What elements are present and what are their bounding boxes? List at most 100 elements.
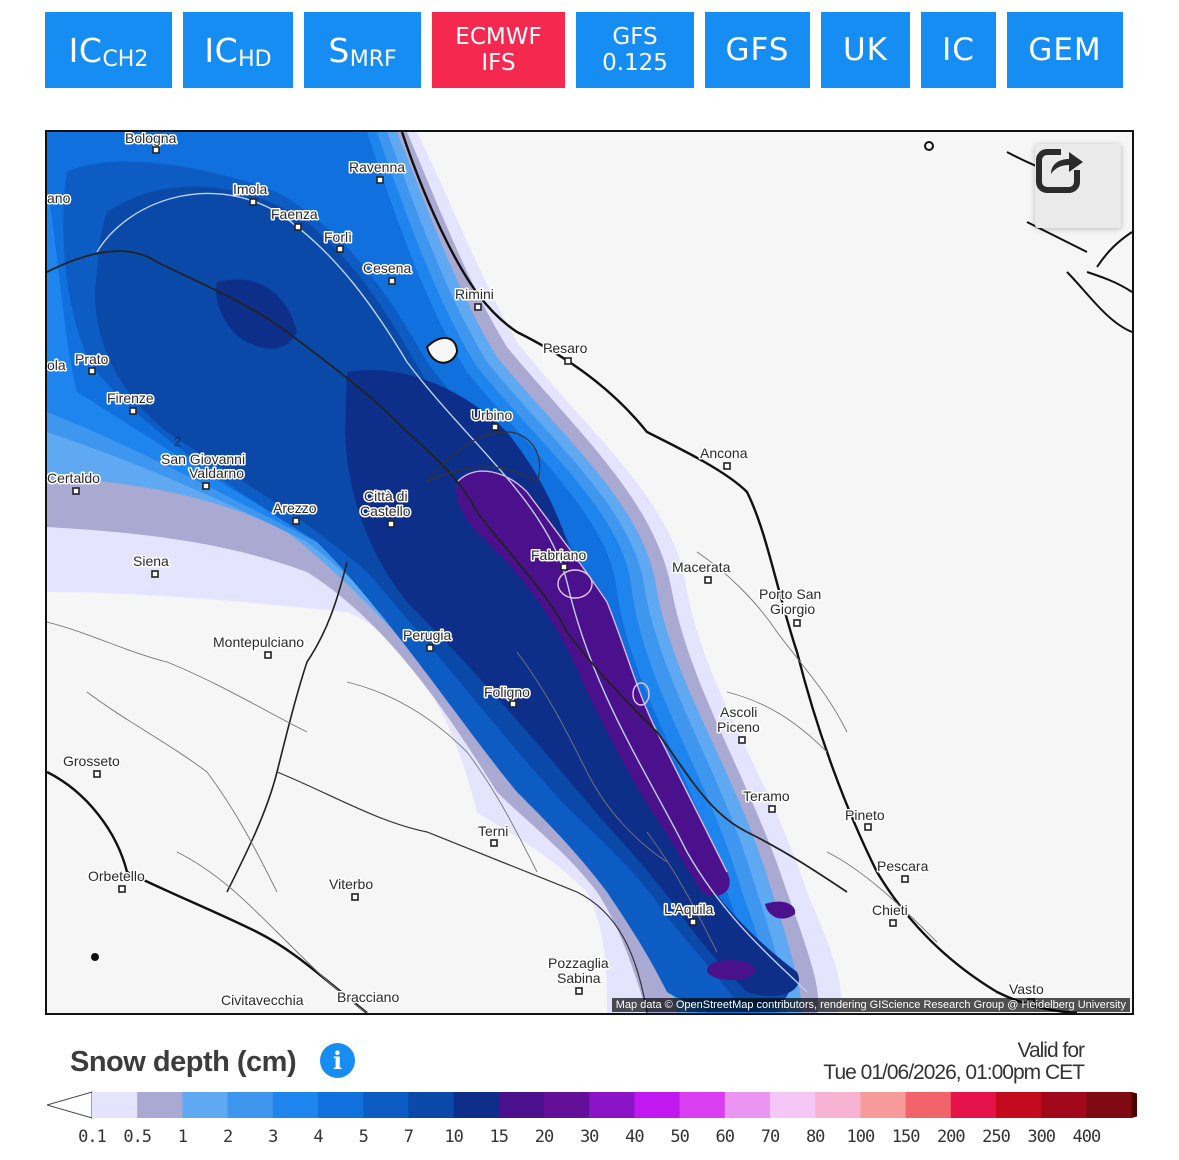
city-name: L'Aquila bbox=[664, 901, 714, 917]
scale-tick-label: 0.5 bbox=[123, 1127, 152, 1147]
city-name: Bologna bbox=[125, 132, 177, 146]
city-faenza: Faenza bbox=[270, 205, 319, 231]
city-name: Orbetello bbox=[88, 868, 145, 884]
city-viterbo: Viterbo bbox=[328, 875, 375, 901]
valid-time: Valid for Tue 01/06/2026, 01:00pm CET bbox=[823, 1039, 1085, 1084]
tab-sublabel: MRF bbox=[349, 46, 397, 72]
snow-10 bbox=[216, 279, 799, 996]
scale-tick-label: 4 bbox=[313, 1127, 323, 1147]
city-certaldo: Certaldo bbox=[47, 469, 102, 495]
tab-ic-hd[interactable]: IC HD bbox=[183, 12, 293, 88]
scale-swatch bbox=[137, 1092, 183, 1118]
city-pineto: Pineto bbox=[844, 806, 886, 831]
tab-label-line2: IFS bbox=[481, 50, 516, 76]
city-name: Forlì bbox=[324, 229, 352, 245]
tab-label: UK bbox=[842, 32, 889, 68]
scale-tick-label: 250 bbox=[982, 1127, 1011, 1147]
snow-15b bbox=[765, 901, 796, 919]
scale-arrow-low bbox=[47, 1091, 93, 1119]
scale-swatch bbox=[996, 1092, 1042, 1118]
tab-gfs-0125[interactable]: GFS 0.125 bbox=[576, 12, 694, 88]
tab-label-line2: 0.125 bbox=[602, 50, 668, 76]
scale-tick-label: 7 bbox=[403, 1127, 414, 1147]
city-name: Perugia bbox=[403, 627, 451, 643]
scale-swatch bbox=[860, 1092, 907, 1118]
tab-ic[interactable]: IC bbox=[921, 12, 996, 88]
city-name: Ascoli bbox=[720, 704, 757, 720]
city-orbetello: Orbetello bbox=[87, 867, 147, 893]
scale-tick-label: 400 bbox=[1072, 1127, 1102, 1147]
city-prato: Prato bbox=[74, 350, 110, 375]
map-attribution: Map data © OpenStreetMap contributors, r… bbox=[611, 998, 1130, 1012]
tab-sublabel: CH2 bbox=[102, 46, 149, 72]
city-partial-left-2: ola bbox=[47, 356, 67, 375]
scale-ticks: 0.1 0.5 1 2 3 4 5 7 10 15 20 30 40 50 60 70 80 100 150 200 2… bbox=[0, 1127, 1179, 1151]
city-pescara: Pescara bbox=[876, 857, 930, 883]
tab-ecmwf-ifs[interactable]: ECMWF IFS bbox=[432, 12, 565, 88]
city-macerata: Macerata bbox=[671, 558, 732, 584]
snow-depth-map[interactable]: 2 Bologna Ravenna Imola Faenza Forlì Ces… bbox=[45, 130, 1134, 1015]
city-name: Firenze bbox=[107, 390, 154, 406]
tab-label: GEM bbox=[1028, 32, 1102, 68]
scale-swatch bbox=[724, 1092, 771, 1118]
city-name: Viterbo bbox=[329, 876, 373, 892]
map-canvas: 2 Bologna Ravenna Imola Faenza Forlì Ces… bbox=[47, 132, 1132, 1013]
city-partial-left-1: ano bbox=[47, 189, 72, 208]
city-forli: Forlì bbox=[323, 228, 354, 253]
tab-ic-ch2[interactable]: IC CH2 bbox=[45, 12, 172, 88]
scale-swatch bbox=[227, 1092, 274, 1118]
city-name: Cesena bbox=[363, 260, 411, 276]
scale-tick-label: 2 bbox=[222, 1127, 233, 1147]
city-name: Pozzaglia bbox=[548, 955, 609, 971]
scale-swatch bbox=[679, 1092, 726, 1118]
scale-swatch bbox=[272, 1092, 319, 1118]
city-name: Terni bbox=[478, 823, 508, 839]
scale-tick-label: 150 bbox=[891, 1127, 921, 1147]
tab-label-line1: ECMWF bbox=[455, 24, 542, 50]
scale-tick-label: 100 bbox=[846, 1127, 876, 1147]
city-chieti: Chieti bbox=[871, 901, 909, 927]
tab-s-mrf[interactable]: S MRF bbox=[304, 12, 421, 88]
city-perugia: Perugia bbox=[402, 626, 453, 652]
city-name: Pescara bbox=[877, 858, 929, 874]
city-name: Arezzo bbox=[273, 500, 317, 516]
city-name: Foligno bbox=[484, 684, 530, 700]
tab-label: GFS bbox=[725, 32, 790, 68]
scale-tick-label: 80 bbox=[805, 1127, 826, 1147]
scale-tick-label: 3 bbox=[268, 1127, 278, 1147]
tab-label: IC bbox=[68, 30, 103, 70]
city-name: Teramo bbox=[743, 788, 790, 804]
tab-uk[interactable]: UK bbox=[821, 12, 910, 88]
scale-swatch bbox=[1041, 1092, 1087, 1118]
city-imola: Imola bbox=[232, 180, 269, 206]
tab-gfs[interactable]: GFS bbox=[705, 12, 810, 88]
city-siena: Siena bbox=[132, 552, 171, 578]
share-button[interactable] bbox=[1035, 144, 1121, 228]
scale-swatch bbox=[453, 1092, 500, 1118]
scale-tick-label: 30 bbox=[579, 1127, 600, 1147]
city-bologna: Bologna bbox=[124, 132, 178, 154]
scale-arrow-high bbox=[1131, 1092, 1137, 1118]
scale-swatch bbox=[498, 1092, 545, 1118]
scale-tick-label: 70 bbox=[760, 1127, 781, 1147]
scale-tick-label: 20 bbox=[534, 1127, 555, 1147]
scale-tick-label: 40 bbox=[625, 1127, 645, 1147]
scale-tick-label: 200 bbox=[936, 1127, 966, 1147]
city-name: Fabriano bbox=[531, 547, 586, 563]
city-name: San Giovanni bbox=[161, 451, 245, 467]
city-name: Vasto bbox=[1009, 981, 1044, 997]
scale-swatch bbox=[318, 1092, 364, 1118]
city-ancona: Ancona bbox=[699, 444, 749, 470]
city-name: Civitavecchia bbox=[221, 992, 304, 1008]
city-bracciano: Bracciano bbox=[336, 988, 401, 1007]
city-grosseto: Grosseto bbox=[62, 752, 122, 778]
city-arezzo: Arezzo bbox=[272, 499, 318, 525]
info-icon[interactable]: i bbox=[320, 1043, 355, 1078]
valid-label: Valid for bbox=[1017, 1039, 1085, 1062]
city-name: Prato bbox=[75, 351, 109, 367]
tab-gem[interactable]: GEM bbox=[1007, 12, 1123, 88]
